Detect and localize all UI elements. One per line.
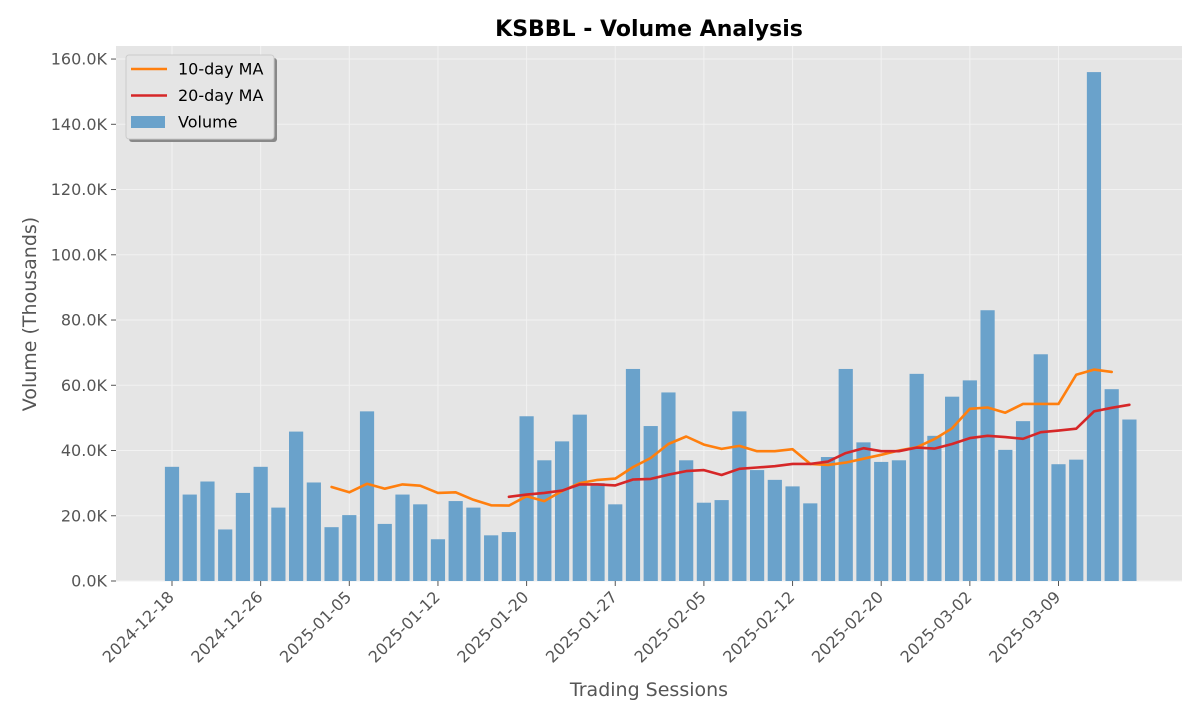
legend-swatch-bar <box>131 116 165 128</box>
volume-bar <box>1015 421 1031 581</box>
volume-bar <box>484 535 499 581</box>
volume-bar <box>785 486 800 581</box>
volume-bar <box>448 501 463 581</box>
y-tick-label: 20.0K <box>61 506 108 525</box>
volume-bar <box>909 373 924 581</box>
y-tick-label: 160.0K <box>51 50 108 69</box>
volume-bar <box>820 457 836 581</box>
volume-bar <box>1086 72 1102 581</box>
volume-bar <box>1051 464 1066 581</box>
volume-bar <box>856 442 871 581</box>
volume-bar <box>519 416 534 581</box>
20-day-maline <box>507 403 1131 499</box>
volume-bar <box>980 310 995 581</box>
volume-bar <box>661 392 676 581</box>
volume-bar <box>732 411 747 581</box>
volume-bar <box>749 470 765 581</box>
volume-bar <box>696 502 711 581</box>
volume-bar <box>572 414 587 581</box>
y-axis-ticks: 0.0K 20.0K 40.0K 60.0K 80.0K 100.0K 120.0K 140.… <box>51 50 116 591</box>
moving-average-lines <box>330 368 1131 507</box>
volume-bar <box>501 532 516 581</box>
volume-bar <box>164 466 180 581</box>
volume-bar <box>413 504 428 581</box>
volume-bar <box>395 494 410 581</box>
volume-bar <box>927 435 942 581</box>
y-tick-label: 80.0K <box>61 311 108 330</box>
volume-bar <box>643 426 658 581</box>
legend-label: 20-day MA <box>178 86 263 105</box>
volume-bar <box>608 504 623 581</box>
volume-bar <box>874 461 889 581</box>
volume-bar <box>679 460 694 581</box>
volume-bar <box>466 507 481 581</box>
volume-bar <box>838 368 853 581</box>
volume-bar <box>342 515 357 581</box>
volume-bar <box>271 507 286 581</box>
chart-legend: 10-day MA 20-day MA Volume <box>125 54 277 142</box>
volume-bar <box>235 492 251 581</box>
volume-bar <box>253 466 268 581</box>
legend-label: 10-day MA <box>178 60 263 79</box>
volume-bar <box>590 483 605 581</box>
volume-bar <box>359 411 375 581</box>
volume-bar <box>182 494 197 581</box>
volume-bar <box>998 449 1013 581</box>
volume-bar <box>1033 354 1048 581</box>
volume-bar <box>554 441 570 581</box>
legend-label: Volume <box>178 113 238 132</box>
y-tick-label: 0.0K <box>71 572 107 591</box>
10-day-maline <box>330 368 1113 507</box>
chart-title: KSBBL - Volume Analysis <box>495 17 803 42</box>
y-tick-label: 100.0K <box>51 245 108 264</box>
y-tick-label: 40.0K <box>61 441 108 460</box>
y-tick-label: 140.0K <box>51 115 108 134</box>
volume-bar <box>430 539 446 581</box>
y-axis-label: Volume (Thousands) <box>19 217 41 411</box>
y-tick-label: 120.0K <box>51 180 108 199</box>
volume-bar <box>324 527 339 581</box>
volume-bar <box>962 380 977 581</box>
volume-bar <box>767 479 782 581</box>
volume-bar <box>218 529 233 581</box>
volume-bar <box>1104 389 1119 581</box>
volume-bar <box>537 460 552 581</box>
volume-bar <box>625 368 641 581</box>
volume-bar <box>306 482 321 581</box>
volume-bar <box>377 523 392 581</box>
x-axis-label: Trading Sessions <box>569 679 728 701</box>
volume-bar <box>1122 419 1137 581</box>
volume-bar <box>714 500 729 581</box>
volume-bars <box>164 72 1137 581</box>
volume-bar <box>200 481 215 581</box>
y-tick-label: 60.0K <box>61 376 108 395</box>
volume-bar <box>803 503 818 581</box>
volume-bar <box>1069 459 1084 581</box>
volume-bar <box>289 431 304 581</box>
volume-bar <box>891 460 907 581</box>
